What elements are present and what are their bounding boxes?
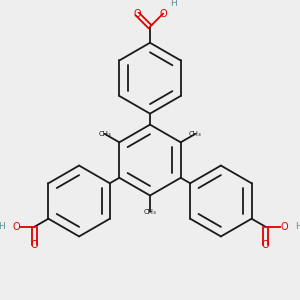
Text: H: H <box>0 222 5 231</box>
Text: CH₃: CH₃ <box>98 131 111 137</box>
Text: O: O <box>262 240 269 250</box>
Text: O: O <box>159 9 167 19</box>
Text: O: O <box>280 222 288 232</box>
Text: O: O <box>12 222 20 232</box>
Text: O: O <box>31 240 38 250</box>
Text: CH₃: CH₃ <box>189 131 202 137</box>
Text: O: O <box>133 9 141 19</box>
Text: CH₃: CH₃ <box>144 209 156 215</box>
Text: H: H <box>170 0 177 8</box>
Text: H: H <box>295 222 300 231</box>
